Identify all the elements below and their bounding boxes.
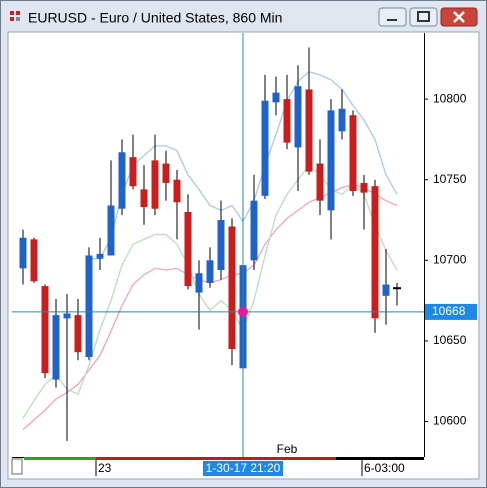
candle-body (184, 211, 192, 287)
window-title: EURUSD - Euro / United States, 860 Min (28, 10, 282, 26)
crosshair-dot (238, 306, 248, 317)
candle-body (228, 226, 236, 349)
minimize-button[interactable] (378, 7, 407, 27)
candle-body (173, 179, 181, 203)
candle-body (96, 253, 104, 259)
candle-body (52, 315, 60, 380)
y-tick-label: 10600 (433, 414, 467, 428)
month-label: Feb (277, 442, 298, 456)
y-tick-label: 10700 (433, 252, 467, 266)
scroll-handle[interactable] (11, 458, 23, 475)
candle-body (140, 189, 148, 208)
crosshair-price-box (425, 303, 477, 320)
candle-body (63, 313, 71, 319)
candle-body (393, 287, 401, 290)
candle-body (129, 157, 137, 187)
candle-body (360, 182, 368, 193)
candle-body (162, 163, 170, 183)
candle-body (294, 86, 302, 148)
candle-body (305, 89, 313, 172)
candle-body (261, 100, 269, 196)
candle-body (195, 273, 203, 293)
x-axis-label: 23 (98, 461, 112, 475)
candle-body (217, 220, 225, 270)
candle-body (283, 99, 291, 143)
candle-body (338, 108, 346, 132)
candle-body (327, 110, 335, 211)
y-tick-label: 10800 (433, 91, 467, 105)
candle-body (151, 160, 159, 209)
candle-body (349, 115, 357, 191)
moving-average-line (22, 164, 398, 419)
candle-body (19, 237, 27, 269)
candle-body (74, 315, 82, 353)
y-tick-label: 10750 (433, 172, 467, 186)
crosshair-time-box (203, 461, 283, 476)
scroll-range-black (336, 457, 424, 460)
x-axis-label: 6-03:00 (364, 461, 405, 475)
candle-body (118, 152, 126, 209)
candle-body (316, 163, 324, 201)
candle-body (30, 239, 38, 282)
y-tick-label: 10650 (433, 333, 467, 347)
app-icon (10, 11, 20, 21)
scroll-range-green (24, 457, 96, 460)
scroll-range-red (96, 457, 336, 460)
candle-body (206, 260, 214, 283)
candle-body (85, 255, 93, 358)
crosshair-time-label: 1-30-17 21:20 (206, 461, 281, 475)
candle-body (250, 200, 258, 261)
maximize-button[interactable] (409, 7, 438, 27)
candle-body (382, 284, 390, 296)
candle-body (41, 286, 49, 374)
candle-body (371, 186, 379, 319)
candle-body (272, 92, 280, 103)
crosshair-price-label: 10668 (432, 304, 466, 318)
candle-body (107, 205, 115, 256)
close-button[interactable] (440, 7, 478, 27)
